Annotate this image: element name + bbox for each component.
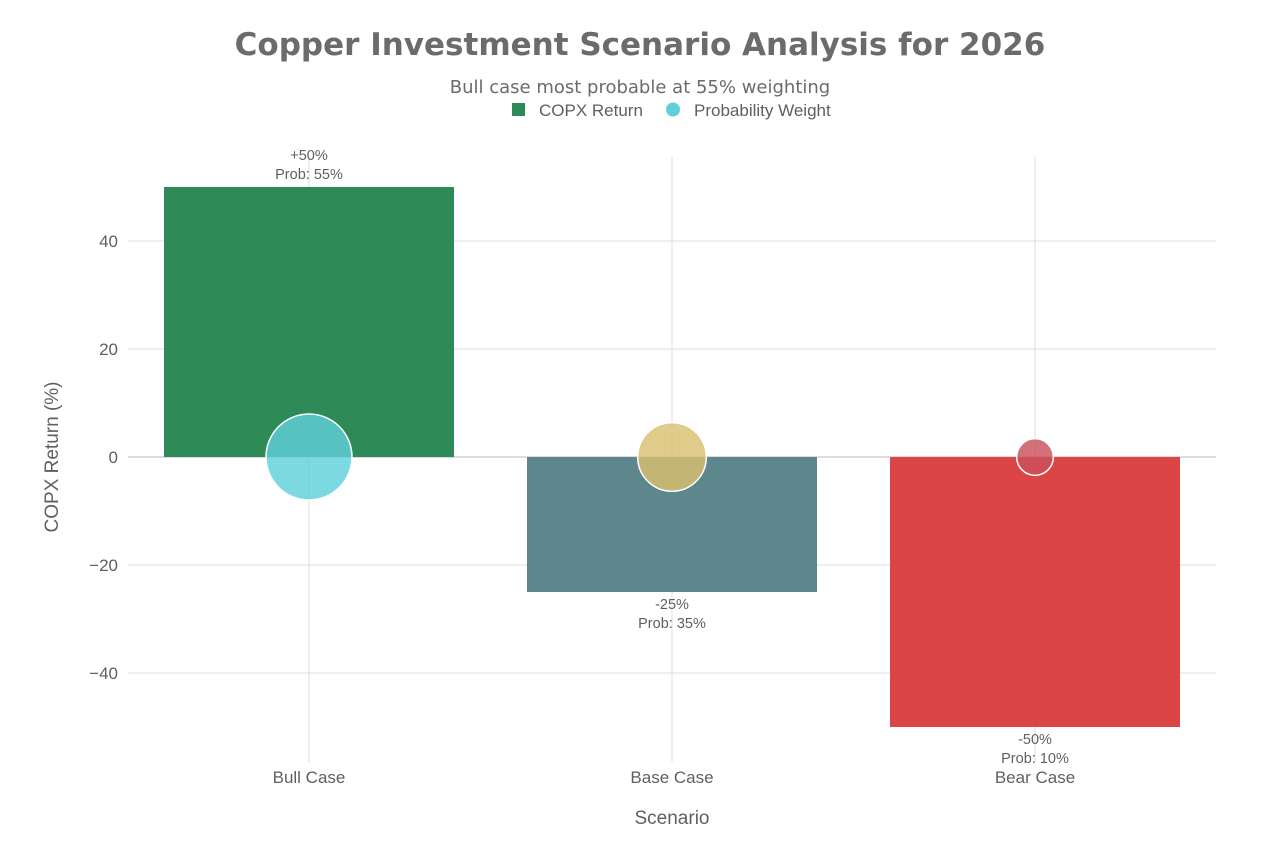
- data-labels: +50% Prob: 55% -25% Prob: 35% -50% Prob: 10%: [275, 148, 1069, 767]
- y-axis-title: COPX Return (%): [42, 382, 63, 533]
- bar-bull-case: [164, 187, 454, 457]
- x-tick-label-bear-case: Bear Case: [995, 768, 1075, 787]
- chart-subtitle: Bull case most probable at 55% weighting: [450, 77, 830, 98]
- bars: [164, 187, 1180, 727]
- y-tick-label: 20: [99, 340, 118, 359]
- point-bull-case: [265, 413, 353, 501]
- data-label-value-bear-case: -50%: [1018, 732, 1052, 748]
- x-tick-label-base-case: Base Case: [630, 768, 713, 787]
- x-axis-ticks: Bull Case Base Case Bear Case: [273, 768, 1076, 787]
- data-label-prob-base-case: Prob: 35%: [638, 616, 706, 632]
- data-label-prob-bull-case: Prob: 55%: [275, 167, 343, 183]
- y-tick-label: −40: [89, 664, 118, 683]
- y-axis-ticks: 40 20 0 −20 −40: [89, 232, 118, 683]
- legend-marker-probability-weight: [666, 102, 680, 117]
- data-label-prob-bear-case: Prob: 10%: [1001, 751, 1069, 767]
- y-tick-label: 40: [99, 232, 118, 251]
- x-tick-label-bull-case: Bull Case: [273, 768, 346, 787]
- point-bear-case: [1015, 437, 1055, 477]
- probability-points: [265, 413, 1055, 501]
- legend-marker-copx-return: [512, 103, 525, 116]
- y-tick-label: 0: [109, 448, 118, 467]
- point-base-case: [636, 421, 708, 493]
- legend-label-copx-return: COPX Return: [539, 101, 643, 120]
- x-axis-title: Scenario: [635, 808, 710, 829]
- y-tick-label: −20: [89, 556, 118, 575]
- data-label-value-base-case: -25%: [655, 597, 689, 613]
- data-label-value-bull-case: +50%: [290, 148, 328, 164]
- legend-label-probability-weight: Probability Weight: [694, 101, 831, 120]
- legend: COPX Return Probability Weight: [512, 101, 831, 120]
- bar-bear-case: [890, 457, 1180, 727]
- chart-title: Copper Investment Scenario Analysis for …: [235, 27, 1046, 63]
